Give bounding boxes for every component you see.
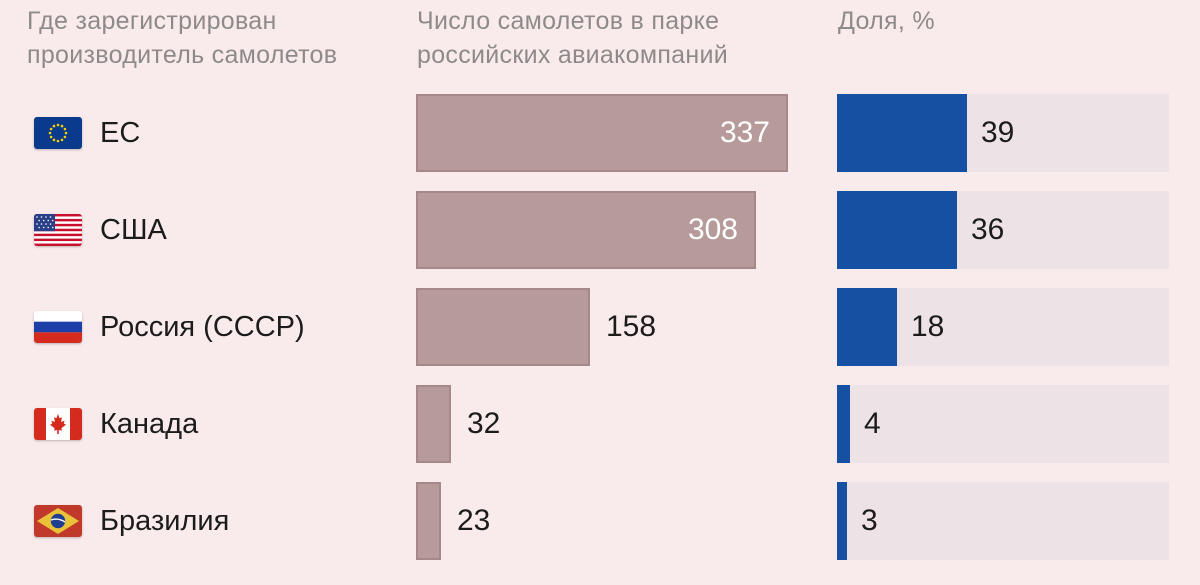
count-value-label: 337 bbox=[719, 116, 770, 149]
usa-flag-icon bbox=[34, 214, 82, 246]
share-bar bbox=[837, 482, 847, 560]
share-bar bbox=[837, 94, 967, 172]
share-value-label: 3 bbox=[861, 504, 878, 537]
eu-flag-icon bbox=[34, 117, 82, 149]
share-value-label: 18 bbox=[911, 310, 945, 343]
category-label: США bbox=[100, 214, 167, 246]
share-bar bbox=[837, 385, 850, 463]
count-bar bbox=[416, 482, 441, 560]
share-track bbox=[837, 288, 1169, 366]
share-value-label: 36 bbox=[971, 213, 1005, 246]
header-country-line-2: производитель самолетов bbox=[27, 41, 338, 69]
count-value-label: 308 bbox=[687, 213, 738, 246]
header-country: Где зарегистрирован производитель самоле… bbox=[27, 4, 337, 72]
header-country-line-1: Где зарегистрирован bbox=[27, 7, 277, 35]
chart-row-eu: ЕС 337 39 bbox=[0, 94, 1200, 172]
russia-flag-icon bbox=[34, 311, 82, 343]
chart-row-usa: США 308 36 bbox=[0, 191, 1200, 269]
header-count: Число самолетов в парке российских авиак… bbox=[417, 4, 728, 72]
count-bar bbox=[416, 94, 788, 172]
category-label: Канада bbox=[100, 408, 199, 440]
share-track bbox=[837, 94, 1169, 172]
share-bar bbox=[837, 191, 957, 269]
header-share: Доля, % bbox=[838, 4, 935, 38]
header-count-line-2: российских авиакомпаний bbox=[417, 41, 729, 69]
share-track bbox=[837, 482, 1169, 560]
category-label: Бразилия bbox=[100, 505, 230, 537]
header-share-line-1: Доля, % bbox=[838, 7, 935, 35]
count-bar bbox=[416, 288, 590, 366]
share-value-label: 39 bbox=[981, 116, 1015, 149]
canada-flag-icon bbox=[34, 408, 82, 440]
count-value-label: 158 bbox=[606, 310, 657, 343]
count-value-label: 32 bbox=[467, 407, 501, 440]
chart-row-canada: Канада 32 4 bbox=[0, 385, 1200, 463]
count-bar bbox=[416, 385, 451, 463]
share-value-label: 4 bbox=[864, 407, 881, 440]
chart-row-russia: Россия (СССР) 158 18 bbox=[0, 288, 1200, 366]
count-bar bbox=[416, 191, 756, 269]
header-count-line-1: Число самолетов в парке bbox=[417, 7, 720, 35]
category-label: Россия (СССР) bbox=[100, 311, 305, 343]
share-bar bbox=[837, 288, 897, 366]
share-track bbox=[837, 191, 1169, 269]
count-value-label: 23 bbox=[457, 504, 491, 537]
share-track bbox=[837, 385, 1169, 463]
category-label: ЕС bbox=[100, 117, 141, 149]
chart-row-brazil: Бразилия 23 3 bbox=[0, 482, 1200, 560]
brazil-flag-icon bbox=[34, 505, 82, 537]
